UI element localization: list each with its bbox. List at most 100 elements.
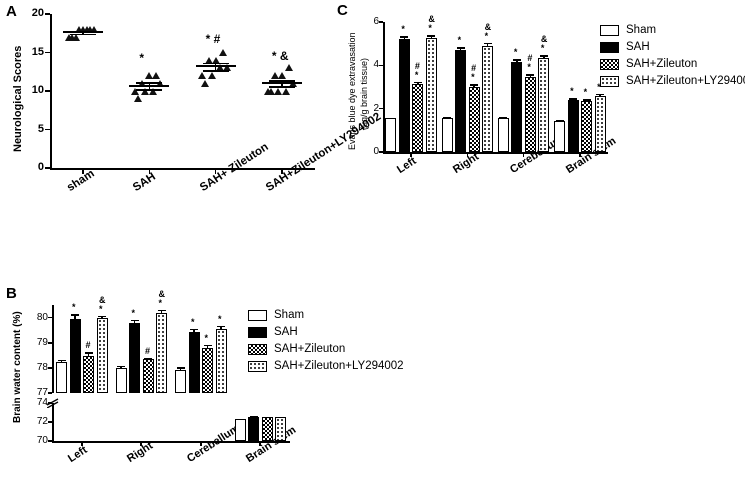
panel-a-letter: A — [6, 3, 17, 20]
legend-c-swatch-sah-icon — [600, 42, 619, 53]
panel-c-error-cap — [539, 55, 548, 57]
legend-swatch-sah-zileuton-icon — [248, 344, 267, 355]
panel-c-bar — [398, 39, 410, 152]
panel-a-data-point — [200, 79, 209, 87]
panel-c-error-cap — [413, 81, 422, 84]
panel-a-data-point — [149, 87, 158, 95]
panel-c-error-cap — [386, 117, 395, 120]
panel-c-bar — [385, 118, 397, 152]
panel-a-y-tick — [45, 167, 50, 169]
panel-b-bar — [56, 362, 67, 393]
panel-a-data-point — [277, 72, 286, 80]
panel-c-error-cap — [555, 119, 564, 122]
legend-item-sah: SAH — [248, 324, 438, 341]
panel-a-data-point — [134, 95, 143, 103]
panel-a-sem-bar — [82, 31, 84, 34]
panel-a-x-tick — [281, 169, 283, 174]
panel-c-error-cap — [456, 47, 465, 49]
panel-b-error-cap — [249, 416, 258, 418]
panel-c-significance-marker: * — [414, 69, 419, 80]
panel-b-x-axis — [52, 441, 290, 443]
panel-c-y-tick — [379, 151, 383, 153]
panel-b-error-bar — [160, 309, 163, 313]
panel-b-error-cap — [117, 365, 125, 368]
panel-a-y-tick-label: 15 — [31, 45, 44, 58]
panel-b-significance-marker: * — [158, 297, 163, 308]
panel-b-bar — [202, 348, 213, 393]
panel-b-significance-marker: * — [191, 316, 195, 327]
panel-c-significance-marker: & — [540, 34, 548, 45]
panel-c-significance-marker: * — [401, 24, 405, 35]
panel-a-significance-marker: * # — [205, 31, 221, 46]
legend-swatch-sham-icon — [248, 310, 267, 321]
panel-b-x-label: Left — [65, 444, 90, 466]
panel-c-significance-marker: # — [414, 60, 420, 71]
panel-c-x-label: Left — [395, 155, 419, 177]
panel-c-significance-marker: # — [527, 53, 533, 64]
panel-b-significance-marker: * — [72, 302, 76, 313]
legend-c-item-sah: SAH — [600, 39, 745, 56]
panel-c-y-tick-label: 6 — [373, 16, 379, 27]
panel-b-error-bar — [206, 344, 209, 349]
panel-b-error-cap — [263, 416, 271, 419]
panel-b-error-cap — [98, 315, 106, 318]
panel-a-data-point — [79, 25, 88, 33]
panel-a-significance-marker: * & — [271, 49, 289, 64]
panel-c-error-bar — [486, 42, 489, 47]
panel-b-bar — [142, 359, 154, 393]
panel-c-x-tick — [410, 153, 412, 157]
panel-b-bar — [115, 367, 127, 393]
panel-c-x-label: Right — [451, 150, 482, 177]
panel-b-y-tick-label: 74 — [36, 397, 48, 408]
panel-c-y-tick — [379, 64, 383, 67]
panel-a-significance-marker: * — [139, 51, 145, 66]
legend-c-label-sham: Sham — [626, 24, 657, 36]
panel-c-error-cap — [400, 36, 409, 38]
panel-c-letter: C — [337, 2, 348, 19]
panel-b-x-label: Cerebellum — [184, 422, 242, 466]
panel-b-bar — [275, 417, 286, 441]
panel-c-significance-marker: * — [471, 72, 475, 83]
panel-b-brain-water-content: B Brain water content (%) 77 78 79 80 70 72 74… — [0, 283, 300, 496]
panel-c-bar — [441, 118, 453, 152]
panel-a-data-point — [263, 87, 272, 95]
panel-b-bar — [96, 318, 108, 393]
panel-b-significance-marker: * — [204, 332, 209, 343]
panel-b-x-tick — [199, 442, 202, 446]
panel-a-data-point — [281, 87, 290, 95]
panel-a-data-point — [86, 25, 95, 33]
panel-b-bar — [188, 331, 200, 393]
panel-c-bar — [594, 95, 606, 152]
panel-a-y-tick — [45, 51, 50, 54]
panel-c-x-tick — [466, 153, 469, 157]
panel-c-y-tick — [379, 21, 383, 23]
panel-c-y-tick-label: 2 — [373, 102, 379, 114]
panel-a-x-tick — [214, 169, 217, 174]
panel-b-significance-marker: # — [145, 345, 151, 356]
panel-c-significance-marker: * — [570, 86, 574, 97]
panel-b-error-cap — [236, 418, 244, 421]
panel-c-bar — [482, 46, 494, 152]
panel-c-bar — [554, 120, 566, 152]
panel-a-y-tick-label: 0 — [37, 161, 44, 173]
panel-b-x-tick — [80, 442, 83, 446]
panel-c-bar — [524, 76, 536, 152]
panel-c-significance-marker: # — [471, 63, 477, 74]
legend-swatch-sah-zileuton-ly294002-icon — [248, 361, 267, 372]
panel-b-error-cap — [130, 319, 139, 322]
panel-c-x-axis — [383, 152, 608, 154]
panel-a-data-point — [284, 64, 293, 72]
panel-a-data-point — [72, 33, 81, 41]
panel-a-data-point — [65, 33, 74, 41]
legend-label-sah: SAH — [274, 326, 298, 338]
panel-b-x-tick — [259, 442, 262, 446]
panel-b-error-bar — [74, 314, 76, 319]
panel-a-sem-bar — [281, 80, 283, 87]
panel-b-error-cap — [276, 416, 285, 419]
panel-a-data-point — [141, 87, 150, 95]
panel-b-x-tick — [140, 442, 143, 446]
panel-b-y-tick — [48, 367, 52, 369]
panel-c-y-axis — [383, 22, 385, 153]
panel-c-error-cap — [483, 42, 492, 45]
panel-a-sem-lower — [202, 70, 229, 72]
